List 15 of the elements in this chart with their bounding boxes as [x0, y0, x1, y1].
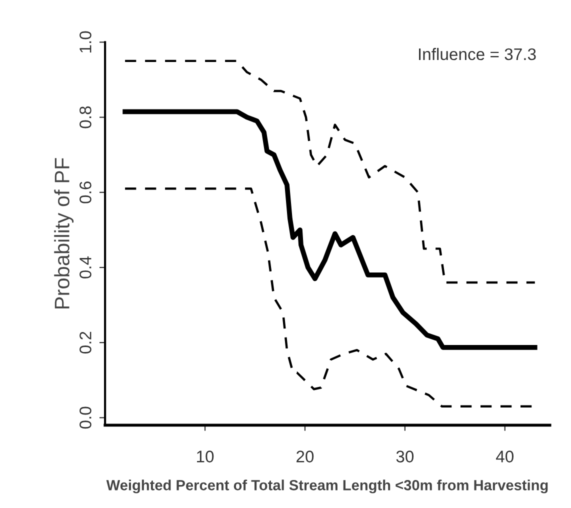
- y-axis-title: Probability of PF: [54, 158, 74, 308]
- y-tick-label: 0.0: [80, 406, 92, 429]
- x-tick-label: 40: [496, 450, 514, 462]
- x-tick-label: 30: [396, 450, 414, 462]
- y-tick-label: 0.8: [80, 106, 92, 128]
- x-axis-title: Weighted Percent of Total Stream Length <30m from Harvesting: [106, 480, 548, 494]
- y-tick-label: 1.0: [80, 31, 92, 52]
- line-series: [124, 60, 536, 284]
- x-tick-label: 10: [197, 450, 214, 462]
- y-tick-label: 0.6: [80, 182, 92, 204]
- y-tick-label: 0.2: [80, 332, 92, 354]
- y-tick-label: 0.4: [80, 256, 92, 278]
- line-series: [122, 109, 538, 350]
- x-tick-label: 20: [296, 450, 314, 462]
- annotation: Influence = 37.3: [419, 48, 536, 60]
